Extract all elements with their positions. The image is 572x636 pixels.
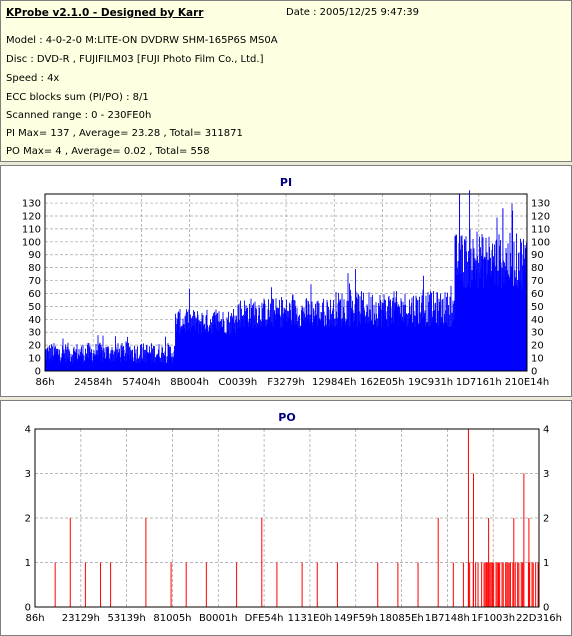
y-tick-label-right: 50 — [531, 302, 544, 313]
y-tick-label-left: 0 — [25, 603, 31, 614]
y-tick-label-left: 130 — [22, 199, 41, 210]
po-summary: PO Max= 4 , Average= 0.02 , Total= 558 — [6, 146, 210, 157]
y-tick-label-left: 30 — [28, 328, 41, 339]
y-tick-label-right: 90 — [531, 250, 544, 261]
x-tick-label: 23129h — [62, 613, 100, 624]
y-tick-label-right: 20 — [531, 341, 544, 352]
y-tick-label-left: 1 — [25, 558, 31, 569]
y-tick-label-right: 70 — [531, 276, 544, 287]
x-tick-label: 22D316h — [516, 613, 562, 624]
y-tick-label-right: 3 — [543, 469, 549, 480]
y-tick-label-left: 110 — [22, 224, 41, 235]
x-tick-label: B0001h — [199, 613, 238, 624]
y-tick-label-left: 80 — [28, 263, 41, 274]
y-tick-label-right: 4 — [543, 425, 549, 436]
model-line: Model : 4-0-2-0 M:LITE-ON DVDRW SHM-165P… — [6, 35, 278, 46]
chart-title: PO — [278, 411, 295, 424]
disc-line: Disc : DVD-R , FUJIFILM03 [FUJI Photo Fi… — [6, 54, 264, 65]
y-tick-label-right: 60 — [531, 289, 544, 300]
x-tick-label: 210E14h — [505, 377, 549, 388]
x-tick-label: DFE54h — [245, 613, 284, 624]
y-tick-label-right: 100 — [531, 237, 550, 248]
x-tick-label: 1F1003h — [471, 613, 515, 624]
y-tick-label-right: 120 — [531, 211, 550, 222]
x-tick-label: C0039h — [218, 377, 257, 388]
x-tick-label: 18085Eh — [379, 613, 423, 624]
y-tick-label-left: 40 — [28, 315, 41, 326]
y-tick-label-right: 2 — [543, 514, 549, 525]
x-tick-label: 53139h — [108, 613, 146, 624]
plot-frame — [34, 428, 540, 608]
y-tick-label-right: 80 — [531, 263, 544, 274]
info-panel: KProbe v2.1.0 - Designed by Karr Date : … — [0, 0, 572, 162]
x-tick-label: 81005h — [153, 613, 191, 624]
plot-frame — [44, 193, 528, 372]
x-tick-label: 12984Eh — [312, 377, 356, 388]
ecc-line: ECC blocks sum (PI/PO) : 8/1 — [6, 92, 149, 103]
x-tick-label: 1131E0h — [288, 613, 332, 624]
x-tick-label: 57404h — [122, 377, 160, 388]
x-tick-label: 24584h — [74, 377, 112, 388]
y-tick-label-left: 2 — [25, 514, 31, 525]
y-tick-label-right: 0 — [543, 603, 549, 614]
y-tick-label-left: 120 — [22, 211, 41, 222]
y-tick-label-left: 100 — [22, 237, 41, 248]
y-tick-label-left: 60 — [28, 289, 41, 300]
y-tick-label-left: 10 — [28, 354, 41, 365]
y-tick-label-right: 1 — [543, 558, 549, 569]
speed-line: Speed : 4x — [6, 73, 60, 84]
y-tick-label-right: 0 — [531, 367, 537, 378]
pi-summary: PI Max= 137 , Average= 23.28 , Total= 31… — [6, 128, 243, 139]
y-tick-label-right: 30 — [531, 328, 544, 339]
y-tick-label-right: 130 — [531, 199, 550, 210]
scan-date: Date : 2005/12/25 9:47:39 — [286, 7, 419, 18]
y-tick-label-left: 90 — [28, 250, 41, 261]
x-tick-label: F3279h — [267, 377, 305, 388]
x-tick-label: 86h — [35, 377, 54, 388]
pi-chart-panel: PI 0 0 10 10 20 20 30 30 40 40 50 50 60 60 70 70 80 80 90 90… — [0, 165, 572, 397]
y-tick-label-left: 70 — [28, 276, 41, 287]
range-line: Scanned range : 0 - 230FE0h — [6, 110, 152, 121]
y-tick-label-right: 10 — [531, 354, 544, 365]
y-tick-label-left: 0 — [35, 367, 41, 378]
y-tick-label-right: 40 — [531, 315, 544, 326]
x-tick-label: 86h — [25, 613, 44, 624]
x-tick-label: 19C931h — [408, 377, 453, 388]
y-tick-label-left: 4 — [25, 425, 31, 436]
app-title: KProbe v2.1.0 - Designed by Karr — [6, 7, 204, 19]
y-tick-label-left: 20 — [28, 341, 41, 352]
x-tick-label: 149F59h — [334, 613, 378, 624]
y-tick-label-right: 110 — [531, 224, 550, 235]
x-tick-label: 162E05h — [360, 377, 404, 388]
x-tick-label: 8B004h — [170, 377, 209, 388]
y-tick-label-left: 3 — [25, 469, 31, 480]
po-chart-panel: PO 0 0 1 1 2 2 3 3 4 4 86h 23129h 53139h 81005h B0001h D… — [0, 400, 572, 636]
pi-chart: PI 0 0 10 10 20 20 30 30 40 40 50 50 60 60 70 70 80 80 90 90… — [22, 176, 550, 388]
x-tick-label: 1D7161h — [456, 377, 502, 388]
chart-title: PI — [280, 176, 292, 189]
x-tick-label: 1B7148h — [425, 613, 470, 624]
po-chart: PO 0 0 1 1 2 2 3 3 4 4 86h 23129h 53139h 81005h B0001h D… — [25, 411, 562, 624]
y-tick-label-left: 50 — [28, 302, 41, 313]
